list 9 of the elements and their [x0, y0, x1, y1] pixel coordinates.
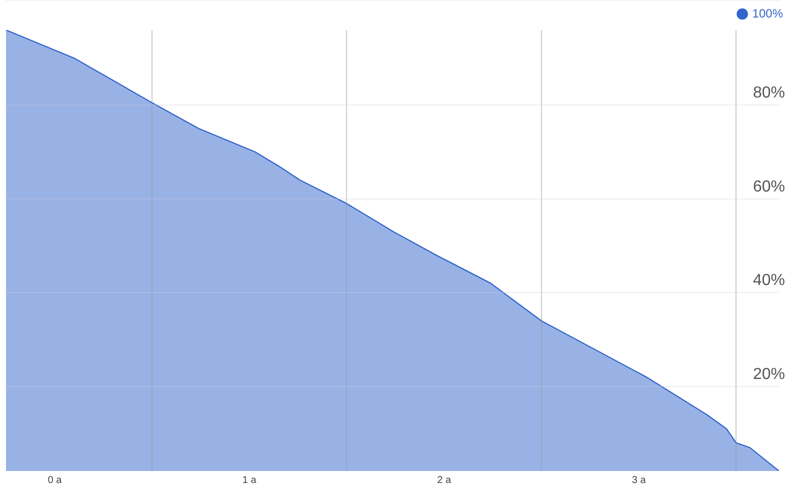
x-tick-label: 3 a — [632, 474, 646, 486]
x-tick-label: 1 a — [242, 474, 257, 486]
y-tick-label: 40% — [752, 272, 785, 290]
x-tick-label: 2 a — [437, 474, 452, 486]
legend-label: 100% — [752, 6, 784, 20]
y-tick-label: 80% — [752, 84, 785, 102]
y-tick-label: 60% — [752, 178, 785, 196]
x-tick-label: 0 a — [48, 474, 62, 486]
y-tick-label: 20% — [752, 366, 785, 383]
